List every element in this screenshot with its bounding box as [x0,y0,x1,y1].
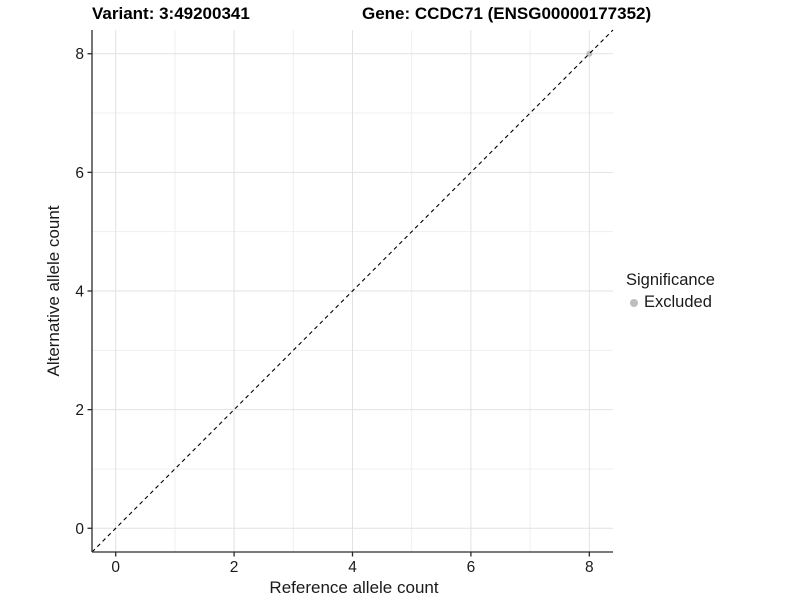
plot-title-variant: Variant: 3:49200341 [92,4,250,23]
legend-point-icon [630,298,638,307]
y-tick-label: 8 [75,46,84,63]
y-tick-label: 2 [75,402,84,419]
identity-line [91,29,614,553]
y-tick-label: 0 [75,521,84,538]
x-tick-label: 0 [111,559,120,576]
x-tick-label: 8 [585,559,594,576]
x-tick-label: 2 [230,559,239,576]
x-axis-title: Reference allele count [269,578,439,597]
legend-item-label: Excluded [644,293,712,311]
legend-item-excluded: Excluded [626,293,715,312]
y-tick-label: 6 [75,165,84,182]
x-tick-label: 6 [467,559,476,576]
legend: Significance Excluded [626,271,715,312]
plot-title-gene: Gene: CCDC71 (ENSG00000177352) [362,4,652,23]
legend-title: Significance [626,271,715,289]
y-tick-label: 4 [75,284,84,301]
x-tick-label: 4 [348,559,357,576]
y-axis-title: Alternative allele count [44,205,63,377]
